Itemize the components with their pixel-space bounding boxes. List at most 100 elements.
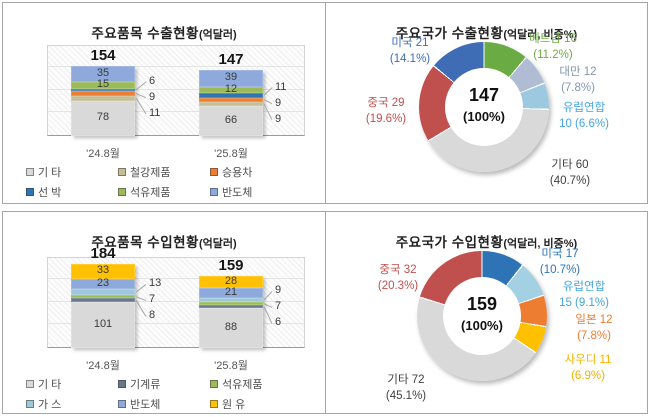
segment-value-label: 21 [224,286,238,299]
bar-segment-가 스 [71,289,135,296]
segment-value-label: 28 [224,275,238,288]
bar-total-label: 184 [90,244,116,262]
bar-segment-기 타 [71,100,135,136]
title-unit: (억달러, 비중%) [503,28,578,41]
legend-item: 석유제품 [210,376,302,392]
slice-label-line1: 미국 21 [391,37,429,49]
export-items-legend: 기 타 철강제품 승용차 선 박 석유제품 반도체 [26,164,302,200]
legend-label: 철강제품 [130,167,171,179]
bar-total-label: 147 [218,50,244,68]
bar-total-label: 154 [90,46,116,64]
slice-label-line1: 사우디 11 [564,354,612,366]
title-unit: (억달러) [198,237,237,250]
category-label: '24.8월 [86,148,120,160]
legend-item: 원 유 [210,396,302,412]
slice-label-line2: 15 (9.1%) [559,297,609,309]
donut-center-value: 159 [466,294,498,314]
segment-value-label: 88 [224,320,238,333]
donut-center-percent: (100%) [461,318,503,333]
slice-label-line2: (10.7%) [539,264,581,276]
donut-slice-label-베트남: 베트남 16 (11.2%) [529,31,577,63]
title-unit: (억달러, 비중%) [503,237,578,250]
segment-outside-label: 6 [149,74,156,87]
segment-outside-label: 11 [149,106,161,119]
segment-outside-label: 9 [275,96,282,109]
slice-label-line2: (19.6%) [365,113,407,125]
slice-label-line1: 베트남 16 [529,33,577,45]
donut-slice-label-중국: 중국 29 (19.6%) [366,95,406,127]
title-text: 주요품목 수입현황 [91,234,199,250]
legend-label: 원 유 [222,399,246,411]
donut-slice-label-기타: 기타 60 (40.7%) [550,157,590,189]
segment-outside-label: 8 [149,309,156,322]
bar-segment-선 박 [71,88,135,92]
legend-label: 석유제품 [130,187,171,199]
donut-slice-label-사우디: 사우디 11 (6.9%) [565,352,612,384]
slice-label-line1: 미국 17 [541,248,579,260]
legend-item: 반도체 [118,396,210,412]
legend-label: 승용차 [222,167,253,179]
gridline [48,88,304,90]
legend-swatch [118,168,126,176]
gridline [48,323,304,325]
slice-label-line1: 중국 29 [367,97,405,109]
legend-swatch [26,400,34,408]
segment-outside-label: 11 [275,80,287,93]
slice-label-line1: 중국 32 [379,264,417,276]
bar-segment-철강제품 [71,95,135,101]
segment-value-label: 33 [96,264,110,277]
legend-label: 기계류 [130,379,161,391]
bar-segment-기계류 [199,305,263,308]
legend-item: 선 박 [26,184,118,200]
legend-item: 기 타 [26,376,118,392]
legend-swatch [26,168,34,176]
import-countries-title: 주요국가 수입현황(억달러, 비중%) [326,231,647,251]
bar-segment-기 타 [71,302,135,348]
export-items-title: 주요품목 수출현황(억달러) [3,22,325,42]
bar-segment-반도체 [199,69,263,88]
donut-slice-label-유럽연합: 유럽연합 15 (9.1%) [559,279,609,311]
title-text: 주요국가 수입현황 [395,234,504,250]
slice-label-line2: (40.7%) [549,175,591,187]
legend-swatch [210,188,218,196]
bar-segment-석유제품 [199,87,263,93]
segment-value-label: 39 [224,71,238,84]
donut-slice-label-미국: 미국 17 (10.7%) [540,246,580,278]
legend-swatch [26,380,34,388]
legend-label: 선 박 [38,187,62,199]
bar-segment-원 유 [199,275,263,289]
donut-hole [443,277,521,355]
donut-slice-label-기타: 기타 72 (45.1%) [386,372,426,404]
segment-value-label: 12 [224,83,238,96]
segment-outside-label: 7 [149,293,156,306]
slice-label-line1: 일본 12 [575,314,613,326]
import-items-legend: 기 타 기계류 석유제품 가 스 반도체 원 유 [26,376,302,412]
slice-label-line2: (14.1%) [389,53,431,65]
bar-segment-반도체 [71,278,135,290]
stacked-bar [71,263,135,348]
category-label: '24.8월 [86,360,120,372]
title-text: 주요국가 수출현황 [395,25,504,41]
legend-item: 승용차 [210,164,302,180]
bar-segment-승용차 [199,97,263,102]
legend-swatch [210,400,218,408]
slice-label-line2: 10 (6.6%) [559,118,609,130]
slice-label-line1: 대만 12 [559,66,597,78]
donut-hole [445,68,523,146]
legend-label: 반도체 [130,399,161,411]
donut-slice-label-미국: 미국 21 (14.1%) [390,35,430,67]
bar-segment-반도체 [71,65,135,82]
bar-segment-반도체 [199,288,263,298]
legend-label: 기 타 [38,379,62,391]
slice-label-line1: 기타 60 [551,159,589,171]
slice-label-line2: (11.2%) [533,49,573,61]
legend-item: 기 타 [26,164,118,180]
panel-import-countries: 주요국가 수입현황(억달러, 비중%) 159 (100%) 미국 17 (10.7%… [325,211,648,414]
segment-value-label: 23 [96,277,110,290]
slice-label-line2: (20.3%) [377,280,419,292]
slice-label-line1: 기타 72 [387,374,425,386]
legend-swatch [118,188,126,196]
segment-outside-label: 9 [275,112,282,125]
slice-label-line2: (7.8%) [561,82,595,94]
